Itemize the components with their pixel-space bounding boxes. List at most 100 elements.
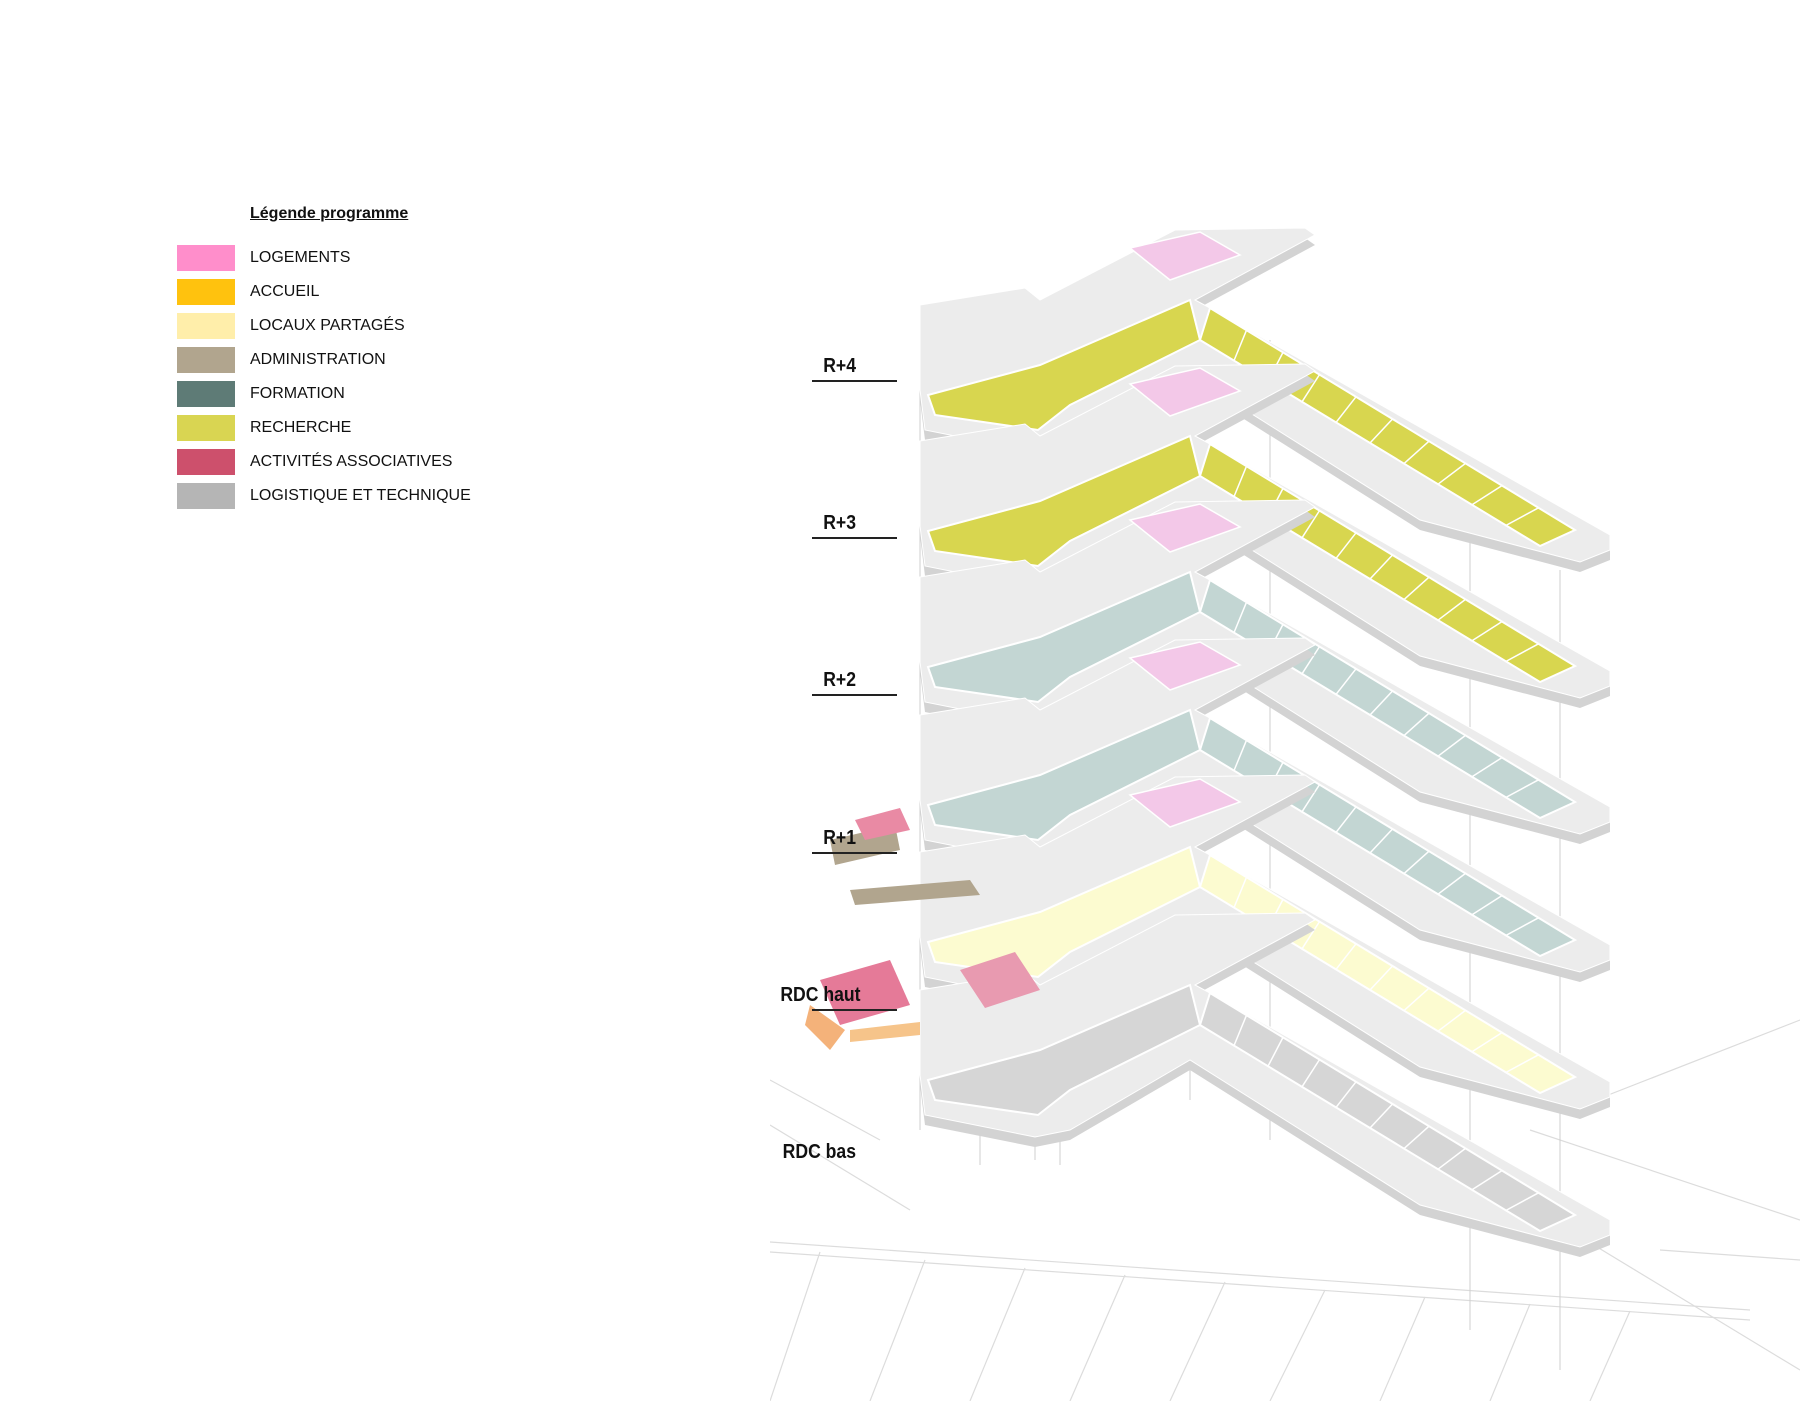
legend-title: Légende programme xyxy=(250,205,409,222)
room-partition xyxy=(1233,601,1248,633)
site-line xyxy=(770,1251,1751,1321)
legend-label: LOGEMENTS xyxy=(250,249,351,266)
program-zone-short-wing xyxy=(926,708,1202,842)
room-partition xyxy=(1369,828,1394,854)
room-partition xyxy=(1267,1037,1284,1067)
legend-swatch xyxy=(177,347,235,373)
room-partition xyxy=(1233,465,1248,497)
floor-label-underline xyxy=(812,852,897,854)
room-partition xyxy=(1233,876,1248,908)
site-line xyxy=(969,1267,1026,1401)
room-partition xyxy=(1403,712,1430,737)
room-partition xyxy=(1335,396,1357,423)
legend-item-formation: FORMATION xyxy=(177,381,557,407)
axonometric-drawing xyxy=(770,227,1800,1401)
legend-item-activites-associatives: ACTIVITÉS ASSOCIATIVES xyxy=(177,449,557,475)
room-partition xyxy=(1471,1031,1503,1053)
room-partition xyxy=(1403,576,1430,601)
exploded-axonometric-diagram: R+4 R+3 R+2 R+1 RDC haut RDC bas xyxy=(770,190,1800,1401)
legend-label: LOCAUX PARTAGÉS xyxy=(250,317,405,334)
room-partition xyxy=(1301,784,1321,813)
room-partition xyxy=(1335,943,1357,970)
site-line xyxy=(1379,1296,1426,1401)
room-partition xyxy=(1403,440,1430,465)
room-partition xyxy=(1471,894,1503,916)
room-partition xyxy=(1369,554,1394,580)
room-partition xyxy=(1437,734,1466,757)
room-partition xyxy=(1301,1059,1321,1088)
floor-label-rdc-haut: RDC haut xyxy=(780,984,861,1006)
legend-item-logements: LOGEMENTS xyxy=(177,245,557,271)
legend-label: LOGISTIQUE ET TECHNIQUE xyxy=(250,487,471,504)
site-line xyxy=(1529,1129,1800,1221)
room-partition xyxy=(1471,484,1503,506)
room-partition xyxy=(1335,806,1357,833)
program-zone-short-wing xyxy=(926,434,1202,568)
room-partition xyxy=(1403,1125,1430,1150)
room-partition xyxy=(1437,462,1466,485)
room-partition xyxy=(1471,620,1503,642)
room-partition xyxy=(1233,739,1248,771)
associative-zone xyxy=(960,952,1040,1008)
accueil-zone xyxy=(805,1005,845,1050)
room-partition xyxy=(1335,1081,1357,1108)
program-zone-short-wing xyxy=(926,570,1202,704)
room-partition xyxy=(1505,643,1539,663)
floor-label-r1: R+1 xyxy=(823,827,856,849)
program-zone-short-wing xyxy=(926,298,1202,432)
room-partition xyxy=(1301,646,1321,675)
associative-zone xyxy=(855,808,910,840)
floor-label-r3: R+3 xyxy=(823,512,856,534)
legend-swatch xyxy=(177,381,235,407)
legend-swatch xyxy=(177,279,235,305)
floor-label-r2: R+2 xyxy=(823,669,856,691)
legend-swatch xyxy=(177,483,235,509)
room-partition xyxy=(1471,1169,1503,1191)
room-partition xyxy=(1403,987,1430,1012)
site-line xyxy=(770,1251,821,1401)
room-partition xyxy=(1301,374,1321,403)
floor-label-r4: R+4 xyxy=(823,355,856,377)
site-line xyxy=(1589,1310,1631,1401)
accueil-zone xyxy=(850,1022,920,1042)
room-partition xyxy=(1505,1054,1539,1074)
site-line xyxy=(1169,1281,1226,1401)
legend-label: ADMINISTRATION xyxy=(250,351,386,368)
room-partition xyxy=(1369,418,1394,444)
legend-item-recherche: RECHERCHE xyxy=(177,415,557,441)
room-partition xyxy=(1233,1014,1248,1046)
legend-item-accueil: ACCUEIL xyxy=(177,279,557,305)
floor-label-underline xyxy=(812,1009,897,1011)
floor-label-underline xyxy=(812,537,897,539)
legend-label: ACTIVITÉS ASSOCIATIVES xyxy=(250,453,453,470)
site-line xyxy=(1069,1274,1126,1401)
legend-swatch xyxy=(177,415,235,441)
administration-zone xyxy=(850,880,980,905)
program-zone-short-wing xyxy=(926,983,1202,1117)
legend-label: FORMATION xyxy=(250,385,345,402)
floor-label-underline xyxy=(812,380,897,382)
legend-swatch xyxy=(177,245,235,271)
room-partition xyxy=(1437,598,1466,621)
housing-zone xyxy=(1128,503,1242,553)
room-partition xyxy=(1301,921,1321,950)
room-partition xyxy=(1335,532,1357,559)
room-partition xyxy=(1369,1103,1394,1129)
program-zone-short-wing xyxy=(926,845,1202,979)
site-line xyxy=(770,1241,1751,1311)
room-partition xyxy=(1505,779,1539,799)
site-line xyxy=(1269,1289,1326,1401)
room-partition xyxy=(1233,329,1248,361)
site-line xyxy=(869,1259,926,1401)
housing-zone xyxy=(1128,367,1242,417)
site-line xyxy=(1659,1249,1800,1261)
legend-label: RECHERCHE xyxy=(250,419,352,436)
legend-item-administration: ADMINISTRATION xyxy=(177,347,557,373)
housing-zone xyxy=(1128,231,1242,281)
legend-swatch xyxy=(177,449,235,475)
floor-label-rdc-bas: RDC bas xyxy=(782,1141,856,1163)
associative-zone xyxy=(820,960,910,1025)
room-partition xyxy=(1301,510,1321,539)
room-partition xyxy=(1437,1147,1466,1170)
housing-zone xyxy=(1128,778,1242,828)
